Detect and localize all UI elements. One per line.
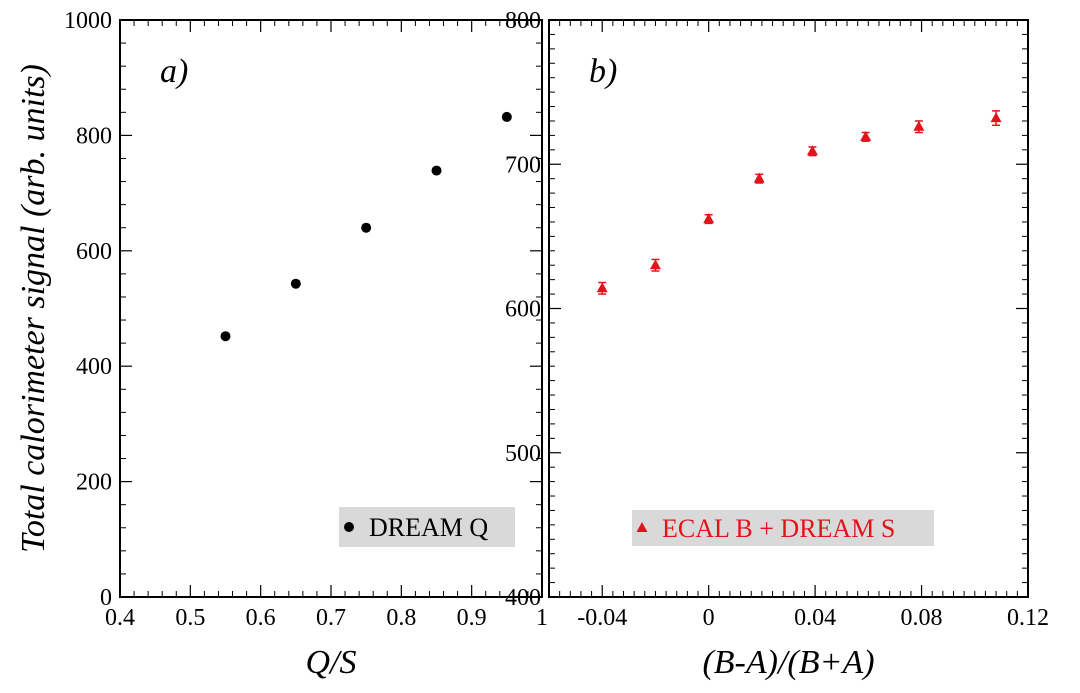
y-tick-label: 600 bbox=[505, 297, 541, 323]
panel-b: -0.04 0 0.04 0.08 0.12 400 500 600 700 800 (B-A)/(… bbox=[505, 8, 1049, 681]
x-tick-label: -0.04 bbox=[577, 605, 627, 631]
x-axis-title: (B-A)/(B+A) bbox=[702, 644, 874, 681]
y-tick-label: 600 bbox=[76, 239, 112, 265]
y-tick-label: 0 bbox=[100, 585, 112, 611]
legend-box bbox=[339, 507, 515, 547]
legend-label: ECAL B + DREAM S bbox=[662, 514, 895, 543]
x-tick-label: 0.9 bbox=[457, 605, 487, 631]
data-point bbox=[913, 120, 925, 131]
x-axis-title: Q/S bbox=[306, 644, 357, 681]
x-tick-label: 0.8 bbox=[386, 605, 416, 631]
legend-label: DREAM Q bbox=[369, 513, 488, 542]
y-axis-title: Total calorimeter signal (arb. units) bbox=[15, 64, 52, 553]
x-tick-label: 1 bbox=[536, 605, 548, 631]
data-point bbox=[431, 165, 442, 176]
x-tick-label: 0.7 bbox=[316, 605, 346, 631]
data-point bbox=[361, 222, 372, 233]
y-tick-label: 1000 bbox=[64, 8, 112, 34]
x-tick-label: 0.6 bbox=[246, 605, 276, 631]
legend-marker bbox=[636, 522, 648, 532]
data-point bbox=[220, 331, 231, 342]
y-tick-label: 800 bbox=[505, 8, 541, 34]
y-tick-label: 200 bbox=[76, 470, 112, 496]
panel-label: a) bbox=[160, 53, 188, 90]
x-tick-label: 0.4 bbox=[105, 605, 135, 631]
legend-marker bbox=[344, 522, 354, 532]
panel-label: b) bbox=[589, 53, 617, 90]
x-tick-label: 0.04 bbox=[794, 605, 836, 631]
panel-a: 0.4 0.5 0.6 0.7 0.8 0.9 1 0 200 400 600 800 1000 Q/S T… bbox=[15, 8, 548, 681]
data-point bbox=[649, 259, 661, 270]
y-tick-label: 800 bbox=[76, 123, 112, 149]
data-point bbox=[990, 112, 1002, 123]
y-tick-label: 500 bbox=[505, 441, 541, 467]
data-point bbox=[703, 213, 715, 224]
data-point bbox=[860, 130, 872, 141]
data-point bbox=[501, 111, 512, 122]
y-tick-label: 400 bbox=[76, 354, 112, 380]
data-point bbox=[290, 278, 301, 289]
data-point bbox=[806, 145, 818, 156]
legend-box bbox=[632, 510, 934, 546]
y-tick-label: 400 bbox=[505, 585, 541, 611]
data-point bbox=[753, 172, 765, 183]
y-tick-label: 700 bbox=[505, 152, 541, 178]
x-tick-label: 0.5 bbox=[175, 605, 205, 631]
x-tick-label: 0.12 bbox=[1007, 605, 1049, 631]
x-tick-label: 0.08 bbox=[901, 605, 943, 631]
x-tick-label: 0 bbox=[703, 605, 715, 631]
data-point bbox=[596, 282, 608, 293]
